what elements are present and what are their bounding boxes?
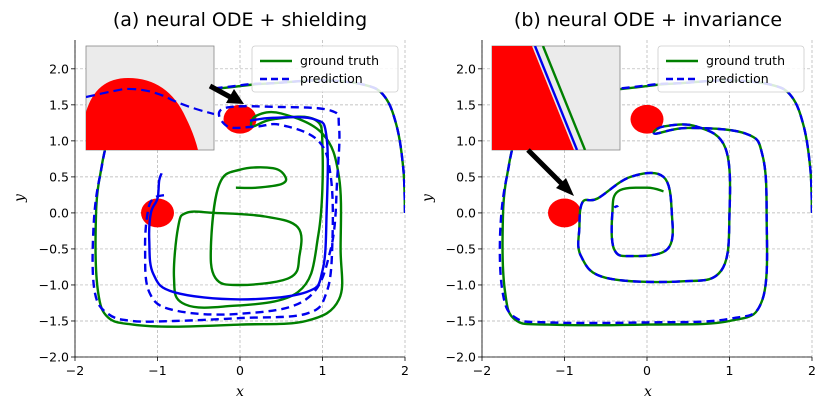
panel-a-ytick-label-6: 1.0	[49, 133, 69, 148]
panel-b-legend: ground truth prediction	[657, 45, 805, 93]
panel-a-ytick-label-5: 0.5	[49, 169, 69, 184]
panel-a-zoom-arrow-head	[226, 89, 244, 104]
panel-a-xtick-label-3: 1	[319, 363, 327, 378]
panel-a-ytick-label-0: −2.0	[39, 350, 69, 365]
panel-b-series-prediction	[498, 79, 812, 325]
panel-b-inset-prediction-line	[533, 46, 579, 150]
panel-a-ytick-label-2: −1.0	[39, 277, 69, 292]
panel-a-ytick-label-7: 1.5	[49, 97, 69, 112]
panel-b-ytick-label-1: −1.5	[446, 313, 476, 328]
panel-a-xlabel: x	[236, 384, 244, 400]
panel-b-xtick-label-1: −1	[555, 363, 573, 378]
panel-a-inset-prediction-line	[86, 87, 214, 116]
panel-b-ylabel: y	[420, 193, 436, 203]
panel-b-ytick-label-8: 2.0	[456, 61, 476, 76]
panel-b-plot-area	[498, 79, 812, 327]
panel-a-inset-obstacle	[86, 78, 198, 150]
panel-b-obstacle-0	[548, 198, 581, 228]
panel-b-legend-box	[657, 45, 805, 93]
panel-b-inset	[491, 45, 621, 196]
panel-a-legend-ground-truth: ground truth	[300, 53, 379, 68]
panel-b-obstacle-1	[630, 104, 664, 134]
panel-a-ticks: −2 −1 0 1 2 −2.0 −1.5 −1.0 −0.5 0.0 0.5 1.0 1.5 2.0	[39, 40, 409, 378]
panel-a-series-prediction-rollout	[147, 115, 330, 301]
panel-a-xtick-label-2: 0	[236, 363, 244, 378]
panel-b-ytick-label-3: −0.5	[446, 241, 476, 256]
panel-b-ytick-label-6: 1.0	[456, 133, 476, 148]
panel-b-inset-ground-truth-line	[541, 46, 587, 150]
panel-a-zoom-arrow-shaft	[208, 83, 234, 101]
panel-b-ytick-label-2: −1.0	[446, 277, 476, 292]
panel-b-invariance: (b) neural ODE + invariance −2 −1 0 1 2−2.0−…	[420, 9, 816, 400]
panel-b-title: (b) neural ODE + invariance	[514, 9, 782, 31]
panel-b-ytick-label-4: 0.0	[456, 205, 476, 220]
panel-a-ytick-label-1: −1.5	[39, 313, 69, 328]
panel-a-legend: ground truth prediction	[251, 45, 399, 93]
panel-a-plot-area	[91, 79, 405, 328]
panel-b-ytick-label-0: −2.0	[446, 350, 476, 365]
panel-a-ytick-label-8: 2.0	[49, 61, 69, 76]
panel-b-xtick-label-4: 2	[808, 363, 816, 378]
panel-a-inset	[85, 45, 244, 151]
panel-b-inset-obstacle	[492, 46, 574, 150]
panel-a-legend-prediction: prediction	[300, 71, 363, 86]
panel-b-ticks: −2 −1 0 1 2 −2.0 −1.5 −1.0 −0.5 0.0 0.5 1.0 1.5 2.0	[446, 40, 816, 378]
panel-a-xtick-label-4: 2	[401, 363, 409, 378]
panel-b-xtick-label-3: 1	[726, 363, 734, 378]
panel-b-zoom-arrow-head	[556, 178, 574, 196]
panel-a-xtick-label-0: −2	[66, 363, 84, 378]
panel-a-ytick-label-3: −0.5	[39, 241, 69, 256]
panel-a-ylabel: y	[12, 193, 28, 203]
panel-b-legend-ground-truth: ground truth	[706, 53, 785, 68]
panel-b-ytick-label-5: 0.5	[456, 169, 476, 184]
panel-a-xtick-label-1: −1	[148, 363, 166, 378]
panel-a-ytick-label-4: 0.0	[49, 205, 69, 220]
panel-b-legend-prediction: prediction	[706, 71, 769, 86]
panel-a-shielding: (a) neural ODE + shielding −2 −1 0 1 2 −2.0 −1…	[12, 9, 409, 400]
panel-a-obstacle-0	[141, 198, 174, 228]
panel-a-legend-box	[251, 45, 399, 93]
panel-b-ytick-label-7: 1.5	[456, 97, 476, 112]
panel-b-xlabel: x	[644, 384, 652, 400]
panel-b-xtick-label-0: −2	[473, 363, 491, 378]
panel-a-title: (a) neural ODE + shielding	[113, 9, 367, 31]
panel-b-zoom-arrow-shaft	[526, 148, 564, 186]
panel-b-xtick-label-2: 0	[643, 363, 651, 378]
